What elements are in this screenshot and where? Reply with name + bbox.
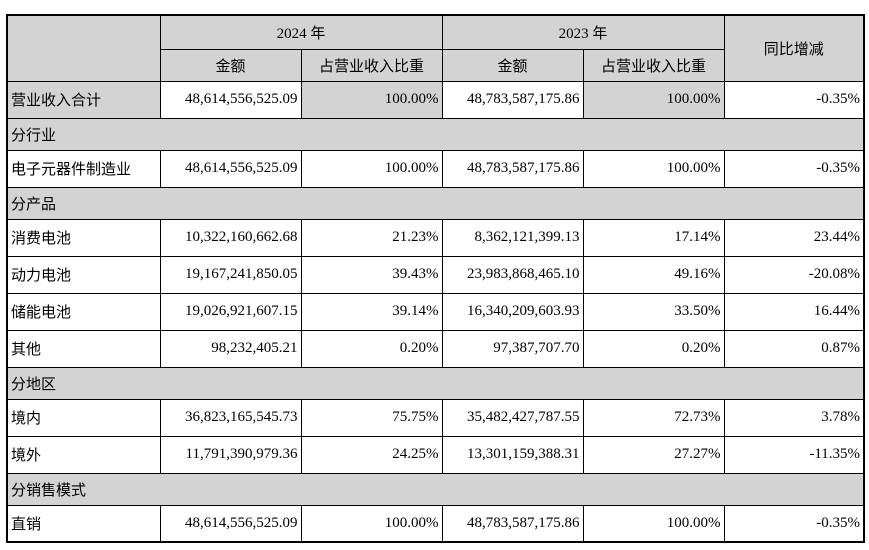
row-label: 直销	[6, 504, 161, 543]
amount-2024: 19,167,241,850.05	[159, 255, 302, 294]
ratio-2023: 100.00%	[582, 149, 725, 188]
ratio-2023: 100.00%	[582, 80, 725, 119]
amount-2024: 36,823,165,545.73	[159, 398, 302, 437]
header-corner-cell	[6, 14, 161, 82]
header-amount-2023: 金额	[441, 48, 584, 82]
ratio-2023: 27.27%	[582, 435, 725, 474]
ratio-2023: 49.16%	[582, 255, 725, 294]
amount-2023: 48,783,587,175.86	[441, 504, 584, 543]
table-row-other: 其他 98,232,405.21 0.20% 97,387,707.70 0.2…	[6, 329, 865, 368]
section-label: 分地区	[6, 366, 865, 400]
ratio-2023: 72.73%	[582, 398, 725, 437]
header-year-2024: 2024 年	[159, 14, 443, 50]
section-label: 分销售模式	[6, 472, 865, 506]
yoy-change: 0.87%	[723, 329, 865, 368]
ratio-2023: 0.20%	[582, 329, 725, 368]
ratio-2024: 75.75%	[300, 398, 443, 437]
row-label: 消费电池	[6, 218, 161, 257]
header-year-2023: 2023 年	[441, 14, 725, 50]
section-row-by-region: 分地区	[6, 366, 865, 400]
amount-2023: 23,983,868,465.10	[441, 255, 584, 294]
yoy-change: -20.08%	[723, 255, 865, 294]
ratio-2024: 100.00%	[300, 504, 443, 543]
table-row-total-revenue: 营业收入合计 48,614,556,525.09 100.00% 48,783,…	[6, 80, 865, 119]
table-header-row-years: 2024 年 2023 年 同比增减	[6, 14, 865, 82]
header-amount-2024: 金额	[159, 48, 302, 82]
table-row-power-battery: 动力电池 19,167,241,850.05 39.43% 23,983,868…	[6, 255, 865, 294]
section-label: 分行业	[6, 117, 865, 151]
amount-2023: 35,482,427,787.55	[441, 398, 584, 437]
table-row-domestic: 境内 36,823,165,545.73 75.75% 35,482,427,7…	[6, 398, 865, 437]
amount-2023: 48,783,587,175.86	[441, 80, 584, 119]
amount-2023: 48,783,587,175.86	[441, 149, 584, 188]
row-label: 储能电池	[6, 292, 161, 331]
amount-2023: 16,340,209,603.93	[441, 292, 584, 331]
amount-2024: 48,614,556,525.09	[159, 149, 302, 188]
ratio-2024: 0.20%	[300, 329, 443, 368]
revenue-breakdown-table: 2024 年 2023 年 同比增减 金额 占营业收入比重 金额 占营业收入比重…	[6, 14, 866, 543]
row-label: 境外	[6, 435, 161, 474]
amount-2024: 98,232,405.21	[159, 329, 302, 368]
table-row-electronics-manufacturing: 电子元器件制造业 48,614,556,525.09 100.00% 48,78…	[6, 149, 865, 188]
table-row-energy-storage-battery: 储能电池 19,026,921,607.15 39.14% 16,340,209…	[6, 292, 865, 331]
ratio-2023: 100.00%	[582, 504, 725, 543]
ratio-2023: 17.14%	[582, 218, 725, 257]
yoy-change: -11.35%	[723, 435, 865, 474]
row-label: 营业收入合计	[6, 80, 161, 119]
amount-2023: 97,387,707.70	[441, 329, 584, 368]
row-label: 电子元器件制造业	[6, 149, 161, 188]
header-ratio-2024: 占营业收入比重	[300, 48, 443, 82]
report-page: 2024 年 2023 年 同比增减 金额 占营业收入比重 金额 占营业收入比重…	[0, 14, 869, 550]
yoy-change: 23.44%	[723, 218, 865, 257]
amount-2024: 19,026,921,607.15	[159, 292, 302, 331]
amount-2024: 11,791,390,979.36	[159, 435, 302, 474]
amount-2024: 48,614,556,525.09	[159, 80, 302, 119]
ratio-2024: 24.25%	[300, 435, 443, 474]
yoy-change: -0.35%	[723, 149, 865, 188]
header-yoy-change: 同比增减	[723, 14, 865, 82]
section-label: 分产品	[6, 186, 865, 220]
table-row-overseas: 境外 11,791,390,979.36 24.25% 13,301,159,3…	[6, 435, 865, 474]
header-ratio-2023: 占营业收入比重	[582, 48, 725, 82]
amount-2024: 48,614,556,525.09	[159, 504, 302, 543]
table-row-direct-sales: 直销 48,614,556,525.09 100.00% 48,783,587,…	[6, 504, 865, 543]
ratio-2024: 100.00%	[300, 80, 443, 119]
ratio-2024: 39.14%	[300, 292, 443, 331]
section-row-by-sales-model: 分销售模式	[6, 472, 865, 506]
ratio-2024: 21.23%	[300, 218, 443, 257]
row-label: 动力电池	[6, 255, 161, 294]
amount-2024: 10,322,160,662.68	[159, 218, 302, 257]
yoy-change: -0.35%	[723, 80, 865, 119]
amount-2023: 8,362,121,399.13	[441, 218, 584, 257]
section-row-by-industry: 分行业	[6, 117, 865, 151]
ratio-2023: 33.50%	[582, 292, 725, 331]
section-row-by-product: 分产品	[6, 186, 865, 220]
yoy-change: -0.35%	[723, 504, 865, 543]
ratio-2024: 100.00%	[300, 149, 443, 188]
yoy-change: 3.78%	[723, 398, 865, 437]
row-label: 其他	[6, 329, 161, 368]
yoy-change: 16.44%	[723, 292, 865, 331]
amount-2023: 13,301,159,388.31	[441, 435, 584, 474]
ratio-2024: 39.43%	[300, 255, 443, 294]
table-row-consumer-battery: 消费电池 10,322,160,662.68 21.23% 8,362,121,…	[6, 218, 865, 257]
table-header-row-measures: 金额 占营业收入比重 金额 占营业收入比重	[7, 48, 864, 82]
row-label: 境内	[6, 398, 161, 437]
